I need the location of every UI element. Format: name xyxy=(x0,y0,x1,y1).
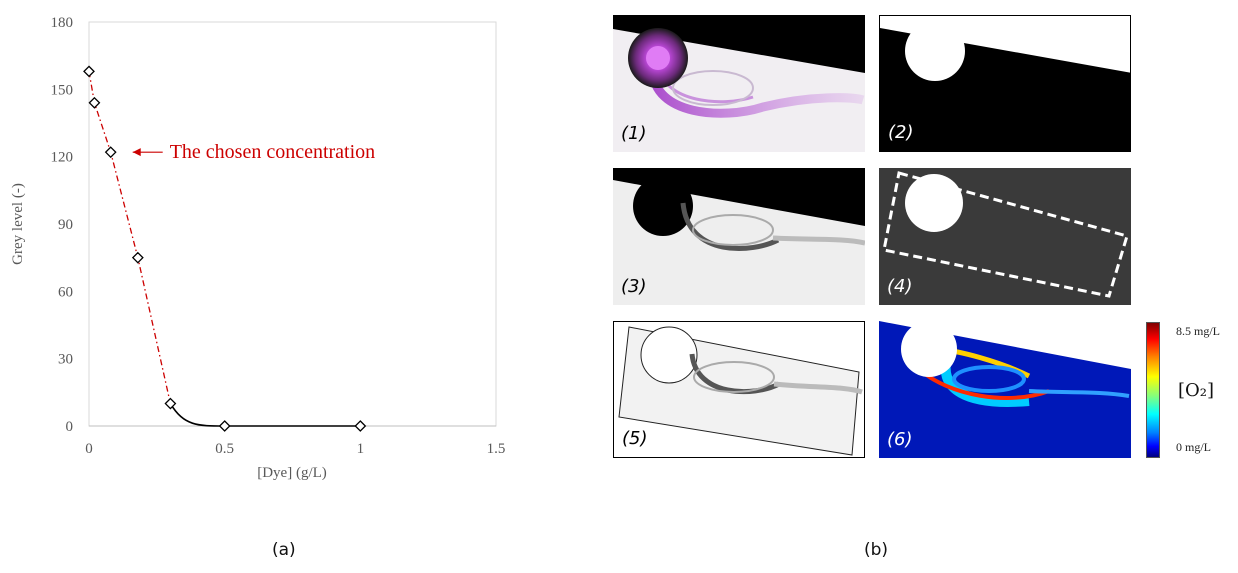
y-tick-label: 90 xyxy=(58,217,73,233)
dash-dot-trend-line xyxy=(88,71,172,404)
data-point xyxy=(164,397,177,410)
y-tick-label: 120 xyxy=(51,150,74,166)
chosen-concentration-annotation: The chosen concentration xyxy=(132,141,375,163)
caption-a: (a) xyxy=(272,540,296,560)
y-tick-label: 150 xyxy=(51,82,74,98)
colorbar xyxy=(1146,322,1160,458)
data-point xyxy=(83,65,95,78)
image-panel-5: (5) xyxy=(613,321,865,458)
y-axis-label: Grey level (-) xyxy=(10,183,26,265)
panel-label-4: (4) xyxy=(887,276,913,297)
image-panel-2: (2) xyxy=(879,15,1131,152)
greyscale-image xyxy=(613,168,865,305)
colorbar-max-label: 8.5 mg/L xyxy=(1176,324,1220,338)
x-tick-label: 0 xyxy=(85,441,93,457)
fitted-curve xyxy=(169,403,361,427)
o2-symbol: [O₂] xyxy=(1178,380,1215,401)
data-point xyxy=(104,146,117,159)
image-panel-1: (1) xyxy=(613,15,865,152)
panel-label-5: (5) xyxy=(622,428,648,449)
grey-level-chart: 0 30 60 90 120 150 180 0 0.5 1 1.5 Grey level (-)… xyxy=(10,15,506,480)
y-tick-label: 0 xyxy=(66,419,74,435)
panel-label-6: (6) xyxy=(887,429,913,450)
x-tick-label: 1.5 xyxy=(487,441,506,457)
data-point xyxy=(354,420,367,432)
data-point xyxy=(131,251,144,264)
panel-label-3: (3) xyxy=(621,276,647,297)
y-tick-label: 60 xyxy=(58,284,73,300)
colorbar-min-label: 0 mg/L xyxy=(1176,440,1211,454)
caption-b: (b) xyxy=(864,540,889,560)
image-panel-4: (4) xyxy=(879,168,1131,305)
image-panel-6: (6) xyxy=(879,321,1131,458)
roi-image xyxy=(879,168,1131,305)
x-tick-label: 1 xyxy=(357,441,365,457)
oxygen-map-image xyxy=(879,321,1131,458)
x-tick-label: 0.5 xyxy=(215,441,234,457)
annotation-text: The chosen concentration xyxy=(170,141,375,163)
y-tick-label: 30 xyxy=(58,352,73,368)
image-panel-3: (3) xyxy=(613,168,865,305)
panel-label-2: (2) xyxy=(888,122,914,143)
data-point xyxy=(88,96,101,109)
x-axis-label: [Dye] (g/L) xyxy=(257,465,327,480)
y-tick-label: 180 xyxy=(51,15,74,31)
rotated-image xyxy=(614,322,864,457)
binary-mask-image xyxy=(880,16,1130,151)
raw-photo-image xyxy=(613,15,865,152)
data-point xyxy=(218,420,231,432)
panel-label-1: (1) xyxy=(621,123,647,144)
